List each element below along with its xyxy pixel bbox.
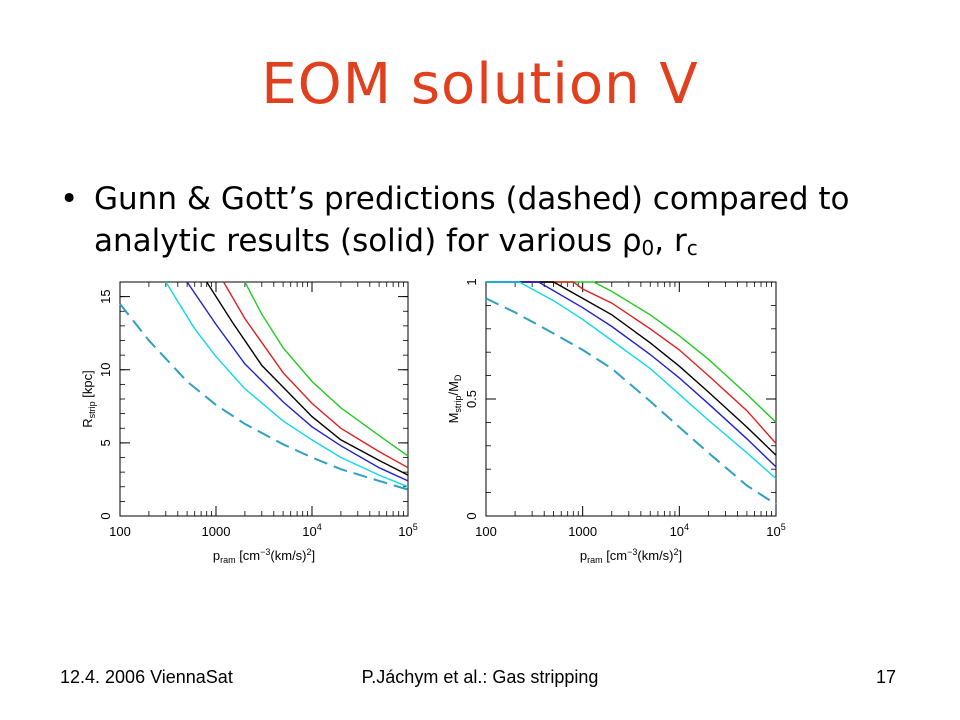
- r-symbol: r: [673, 223, 687, 259]
- chart-1-y-minor-ticks: [486, 281, 776, 517]
- chart-1-series-black: [486, 281, 777, 456]
- chart-0-series-green: [244, 281, 409, 457]
- chart-1-x-tick-label-3: 105: [766, 522, 785, 539]
- bullet-separator: ,: [654, 223, 674, 259]
- chart-0-y-tick-label-2: 10: [98, 363, 113, 377]
- chart-0-x-axis-label: pram [cm−3(km/s)2]: [213, 547, 315, 565]
- chart-0-x-tick-label-0: 100: [109, 524, 131, 539]
- chart-m-strip-svg: 100 1000 104 105 0 0.5 1 pram [cm−3(km/s)2] Mstr…: [446, 278, 786, 565]
- chart-1-series-dashed: [485, 297, 777, 506]
- chart-0-series-black: [206, 281, 409, 476]
- r-subscript: c: [686, 236, 698, 260]
- footer-date: 12.4. 2006 ViennaSat: [60, 667, 233, 687]
- chart-0-series-blue: [186, 281, 409, 482]
- chart-1-y-tick-label-2: 1: [464, 278, 479, 285]
- chart-1-series-cyan: [486, 281, 777, 480]
- chart-m-strip: 100 1000 104 105 0 0.5 1 pram [cm−3(km/s)2] Mstr…: [438, 272, 810, 582]
- chart-1-y-axis-label: Mstrip/MD: [446, 374, 463, 423]
- slide-title: EOM solution V: [261, 52, 699, 117]
- chart-0-y-tick-label-1: 5: [98, 439, 113, 446]
- chart-1-y-tick-label-0: 0: [464, 512, 479, 519]
- chart-0-x-tick-label-2: 104: [302, 522, 321, 539]
- chart-1-x-tick-label-2: 104: [670, 522, 689, 539]
- chart-1-x-tick-label-0: 100: [475, 524, 497, 539]
- bullet-dot-icon: •: [60, 181, 79, 217]
- chart-1-x-tick-label-1: 1000: [568, 524, 597, 539]
- chart-0-x-minor-ticks: [148, 282, 405, 516]
- footer-page-number: 17: [875, 667, 896, 687]
- bullet-text: Gunn & Gott’s predictions (dashed) compa…: [94, 178, 924, 262]
- chart-r-strip-svg: 100 1000 104 105 0 5 10 15 pram [cm−3(km/s)2] Rst…: [80, 281, 418, 565]
- chart-1-x-minor-ticks: [514, 282, 772, 516]
- chart-1-series-red: [486, 281, 777, 444]
- rho-subscript: 0: [641, 236, 655, 260]
- chart-0-x-tick-label-1: 1000: [202, 524, 231, 539]
- chart-0-y-axis-label: Rstrip [kpc]: [80, 370, 97, 427]
- chart-1-y-tick-label-1: 0.5: [464, 390, 479, 408]
- chart-0-series-cyan: [165, 281, 409, 488]
- footer-author: P.Jáchym et al.: Gas stripping: [361, 667, 599, 687]
- chart-0-y-tick-label-0: 0: [98, 512, 113, 519]
- chart-0-x-tick-label-3: 105: [398, 522, 417, 539]
- chart-1-series-green: [486, 281, 777, 423]
- chart-0-series-dashed: [119, 303, 409, 491]
- chart-1-series-blue: [486, 281, 777, 468]
- chart-0-series-red: [222, 281, 409, 469]
- chart-1-frame: [485, 281, 777, 517]
- chart-0-y-tick-label-3: 15: [98, 289, 113, 303]
- rho-symbol: ρ: [621, 223, 642, 259]
- chart-r-strip: 100 1000 104 105 0 5 10 15 pram [cm−3(km/s)2] Rst…: [66, 272, 436, 582]
- chart-1-x-axis-label: pram [cm−3(km/s)2]: [580, 547, 682, 565]
- bullet-text-main: Gunn & Gott’s predictions (dashed) compa…: [94, 181, 850, 259]
